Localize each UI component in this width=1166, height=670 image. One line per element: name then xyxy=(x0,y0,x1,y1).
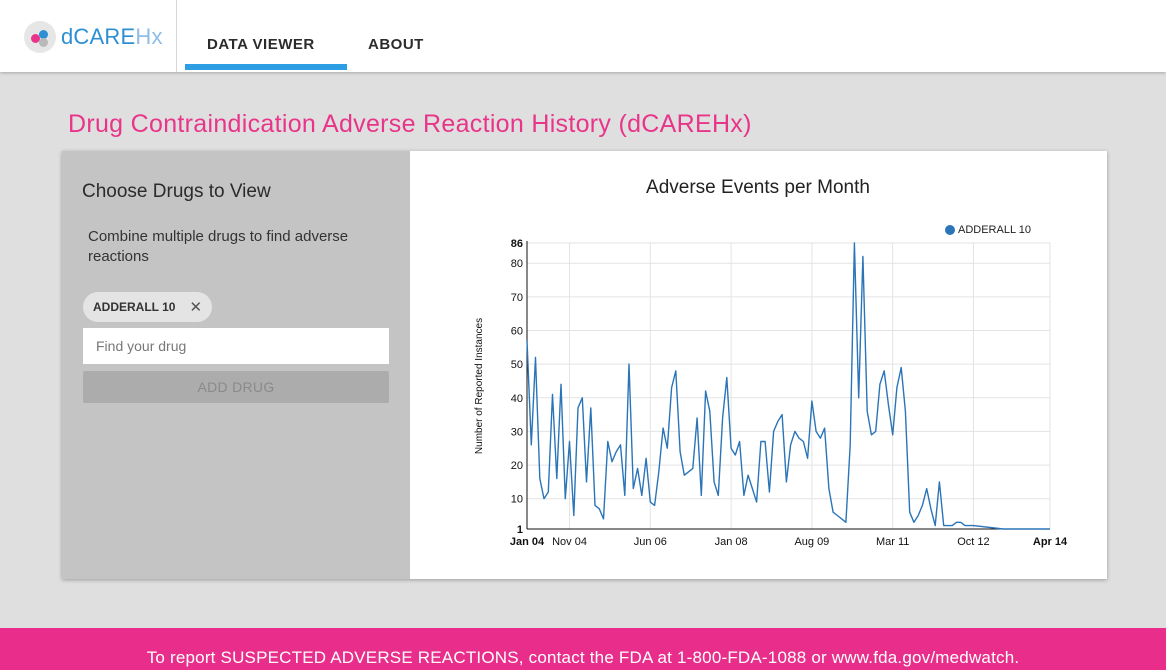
legend-label: ADDERALL 10 xyxy=(958,224,1031,236)
logo-text: dCAREHx xyxy=(61,24,163,49)
top-bar: dCAREHx DATA VIEWER ABOUT xyxy=(0,0,1166,72)
viewer-card: Choose Drugs to View Combine multiple dr… xyxy=(62,151,1107,579)
drug-selection-panel: Choose Drugs to View Combine multiple dr… xyxy=(62,151,410,579)
page-title: Drug Contraindication Adverse Reaction H… xyxy=(68,110,752,138)
y-tick-label: 30 xyxy=(511,426,523,438)
footer-text: To report SUSPECTED ADVERSE REACTIONS, c… xyxy=(146,648,1020,667)
y-tick-label: 1 xyxy=(517,524,523,536)
x-tick-label: Jun 06 xyxy=(634,536,667,548)
y-tick-label: 60 xyxy=(511,325,523,337)
chart-title: Adverse Events per Month xyxy=(646,177,870,198)
footer-banner: To report SUSPECTED ADVERSE REACTIONS, c… xyxy=(0,628,1166,670)
x-tick-label: Apr 14 xyxy=(1033,536,1068,548)
add-drug-button[interactable]: ADD DRUG xyxy=(83,371,389,403)
x-tick-label: Mar 11 xyxy=(876,536,909,548)
tab-about[interactable]: ABOUT xyxy=(368,36,424,53)
x-tick-label: Jan 04 xyxy=(510,536,545,548)
tab-data-viewer[interactable]: DATA VIEWER xyxy=(207,36,315,53)
legend-swatch xyxy=(945,225,955,235)
adverse-events-chart: Adverse Events per Month 1 10 20 30 40 50 60 70 8… xyxy=(474,177,1068,548)
x-tick-label: Jan 08 xyxy=(715,536,748,548)
x-tick-label: Oct 12 xyxy=(957,536,989,548)
y-tick-label: 80 xyxy=(511,258,523,270)
x-tick-label: Aug 09 xyxy=(794,536,829,548)
header-divider xyxy=(176,0,177,72)
series-line xyxy=(526,242,1050,530)
y-tick-label: 86 xyxy=(511,238,523,250)
y-axis-label: Number of Reported Instances xyxy=(474,318,485,454)
panel-heading: Choose Drugs to View xyxy=(82,181,271,202)
logo-icon xyxy=(24,21,56,53)
y-tick-label: 50 xyxy=(511,359,523,371)
y-tick-label: 70 xyxy=(511,292,523,304)
drug-chip-label: ADDERALL 10 xyxy=(93,300,176,314)
drug-chip: ADDERALL 10 ✕ xyxy=(83,292,213,322)
app-logo[interactable]: dCAREHx xyxy=(24,20,163,54)
x-tick-label: Nov 04 xyxy=(552,536,587,548)
chart-area: Adverse Events per Month 1 10 20 30 40 50 60 70 8… xyxy=(410,151,1107,579)
drug-search-input[interactable] xyxy=(83,328,389,364)
active-tab-indicator xyxy=(185,64,347,70)
y-tick-label: 40 xyxy=(511,393,523,405)
y-tick-label: 20 xyxy=(511,460,523,472)
close-icon[interactable]: ✕ xyxy=(189,299,203,316)
panel-description: Combine multiple drugs to find adverse r… xyxy=(88,228,349,265)
y-tick-label: 10 xyxy=(511,494,523,506)
